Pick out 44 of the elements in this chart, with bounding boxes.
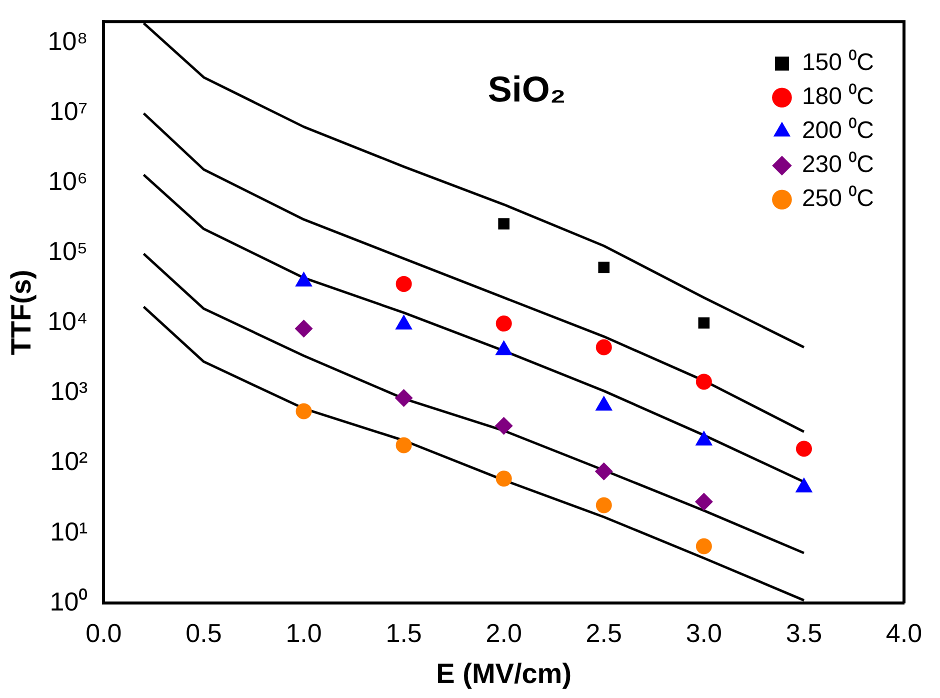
y-tick-label: 10³ [50,376,88,406]
point [598,262,610,274]
x-tick-label: 0.0 [86,618,122,648]
x-tick-label: 3.0 [686,618,722,648]
y-tick-label: 10⁷ [49,96,88,126]
point [396,437,412,454]
point [296,403,312,420]
point [494,416,513,435]
y-tick-label: 10⁶ [48,166,88,196]
point [698,317,710,329]
legend-label: 150 ⁰C [802,49,874,76]
point [696,374,712,390]
x-tick-label: 1.5 [386,618,422,648]
y-axis-title: TTF(s) [6,270,37,356]
y-tick-label: 10⁸ [48,26,88,56]
x-tick-label: 0.5 [186,618,222,648]
x-tick-label: 2.0 [486,618,522,648]
y-tick-label: 10⁴ [48,306,88,336]
legend-label: 230 ⁰C [802,151,874,178]
point [498,218,510,230]
point [696,538,712,554]
y-tick-label: 10¹ [50,516,88,546]
annotation: SiO₂ [488,68,566,110]
x-tick-label: 2.5 [586,618,622,648]
point [496,316,512,332]
legend-label: 180 ⁰C [802,83,874,110]
point [796,440,812,457]
x-axis-title: E (MV/cm) [436,658,572,689]
y-tick-label: 10⁰ [50,586,88,616]
x-tick-label: 1.0 [286,618,322,648]
point [294,320,313,338]
y-tick-label: 10⁵ [48,236,88,266]
y-tick-label: 10² [50,446,88,476]
point [496,470,512,487]
point [594,462,613,480]
legend-label: 200 ⁰C [802,117,874,144]
point [596,497,612,514]
point [596,339,612,356]
x-tick-label: 4.0 [886,618,922,648]
point [394,388,413,407]
legend-label: 250 ⁰C [802,185,874,212]
x-tick-label: 3.5 [786,618,822,648]
point [694,492,713,511]
point [396,276,412,292]
